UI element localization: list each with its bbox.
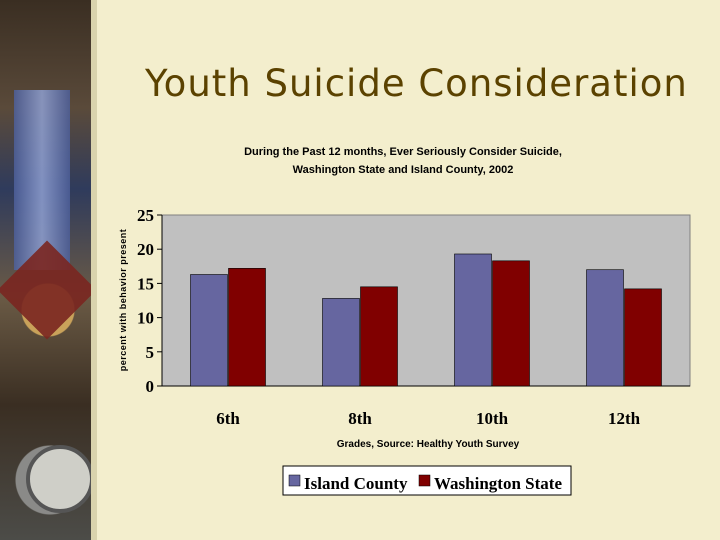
bar-washington-state-8th [360, 286, 398, 387]
chart-subtitle: Washington State and Island County, 2002 [293, 164, 514, 176]
bars [190, 253, 662, 387]
category-label-12th: 12th [608, 409, 641, 428]
bar-island-county-10th [454, 253, 492, 387]
legend-label-island-county: Island County [304, 474, 408, 493]
bar-island-county-8th [322, 298, 360, 387]
decorative-photo-strip [0, 0, 97, 540]
strip-edge [91, 0, 97, 540]
legend-swatch-island-county [288, 474, 301, 487]
ribbon-image [14, 90, 70, 270]
y-tick-label-15: 15 [137, 274, 154, 293]
y-ticks: 0 5 10 15 20 25 [137, 206, 162, 396]
legend-box [282, 465, 572, 496]
category-label-6th: 6th [216, 409, 240, 428]
y-tick-label-20: 20 [137, 240, 154, 259]
y-tick-label-0: 0 [146, 377, 155, 396]
y-tick-label-5: 5 [146, 343, 155, 362]
chart-title: During the Past 12 months, Ever Seriousl… [244, 146, 562, 158]
y-tick-label-25: 25 [137, 206, 154, 225]
bar-washington-state-6th [228, 268, 266, 387]
bar-washington-state-10th [492, 260, 530, 387]
x-axis-label: Grades, Source: Healthy Youth Survey [337, 439, 520, 450]
bar-washington-state-12th [624, 288, 662, 387]
legend: Island County Washington State [282, 465, 572, 496]
legend-label-washington-state: Washington State [434, 474, 562, 493]
compass-image [26, 445, 94, 513]
category-label-8th: 8th [348, 409, 372, 428]
bar-island-county-6th [190, 274, 228, 387]
category-label-10th: 10th [476, 409, 509, 428]
y-tick-label-10: 10 [137, 309, 154, 328]
y-axis-label: percent with behavior present [118, 229, 128, 372]
category-labels: 6th 8th 10th 12th [216, 409, 640, 428]
slide-title: Youth Suicide Consideration [145, 62, 688, 105]
bar-island-county-12th [586, 269, 624, 387]
legend-swatch-washington-state [418, 474, 431, 487]
